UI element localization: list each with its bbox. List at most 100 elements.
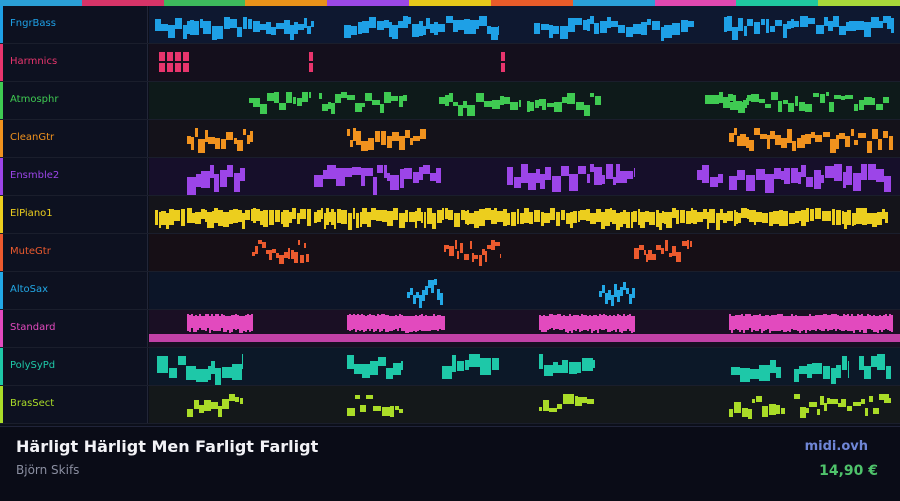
track-lane[interactable] [149,310,900,347]
track-label[interactable]: PolySyPd [0,348,148,385]
midi-note [871,17,879,28]
midi-note [599,314,601,329]
midi-note [794,21,799,27]
midi-note [445,208,448,219]
midi-note [662,211,664,223]
midi-note [362,21,369,33]
midi-note [825,166,834,178]
midi-note [833,16,839,27]
midi-note [192,213,195,223]
track-label[interactable]: Atmosphr [0,82,148,119]
midi-note [623,314,625,331]
midi-note [762,406,768,417]
midi-note [286,92,292,103]
midi-note [833,314,835,329]
track-label[interactable]: AltoSax [0,272,148,309]
midi-note [392,132,399,141]
midi-note [629,314,631,331]
midi-note [541,212,544,226]
midi-note [616,164,620,183]
midi-note [867,314,869,329]
midi-note [687,240,689,249]
track-label[interactable]: BrasSect [0,386,148,423]
midi-note [161,211,166,225]
midi-note [620,212,623,227]
midi-note [549,408,553,412]
midi-note [789,316,791,332]
midi-note [213,316,215,331]
midi-note [748,409,752,419]
track-label[interactable]: Standard [0,310,148,347]
midi-note [470,20,476,34]
midi-note [779,210,783,226]
track-lane[interactable] [149,158,900,195]
track-lane[interactable] [149,82,900,119]
midi-note [542,99,546,110]
track-list: FngrBass Harmnics Atmosphr CleanGtr Ensmble2… [0,6,900,426]
midi-note [566,213,570,224]
midi-note [327,165,336,179]
midi-note [194,21,199,35]
midi-note [771,92,778,100]
midi-note [298,240,300,245]
track-lane[interactable] [149,272,900,309]
midi-note [195,212,201,224]
midi-note [837,315,839,329]
midi-note [243,316,245,331]
track-lane[interactable] [149,386,900,423]
midi-note [487,26,491,34]
track-lane[interactable] [149,120,900,157]
track-label[interactable]: FngrBass [0,6,148,43]
track-lane[interactable] [149,196,900,233]
midi-note [820,94,825,103]
midi-note [351,315,353,330]
track-label[interactable]: ElPiano1 [0,196,148,233]
midi-note [834,95,841,99]
track-label[interactable]: Harmnics [0,44,148,81]
midi-note [861,164,867,180]
track-label[interactable]: CleanGtr [0,120,148,157]
midi-note [421,212,423,223]
midi-note [863,316,865,333]
midi-note [458,20,464,30]
midi-note [187,314,189,331]
midi-note [613,315,615,330]
midi-note [795,96,798,106]
midi-note [437,315,439,331]
midi-note [446,245,449,249]
midi-note [491,240,495,250]
midi-note [808,18,815,24]
midi-note [719,92,723,103]
midi-note [769,316,771,333]
midi-note [227,165,233,177]
midi-note [470,241,472,249]
midi-note [169,368,177,378]
midi-note [375,316,377,331]
midi-note [884,394,889,403]
midi-note [428,280,431,288]
track-lane[interactable] [149,234,900,271]
midi-note [776,405,780,414]
midi-note [175,18,182,29]
midi-note [413,316,415,331]
midi-note [710,177,718,187]
track-label[interactable]: Ensmble2 [0,158,148,195]
site-link[interactable]: midi.ovh [804,439,868,454]
midi-note [590,16,594,24]
track-label[interactable]: MuteGtr [0,234,148,271]
midi-note [384,165,387,178]
midi-note [492,100,500,109]
song-info-footer: Härligt Härligt Men Farligt Farligt Björ… [0,426,900,501]
track-lane[interactable] [149,6,900,43]
midi-note [347,315,349,330]
midi-note [467,210,469,225]
midi-note [399,314,401,328]
midi-note [634,168,635,177]
midi-note [353,128,356,141]
midi-note [255,246,258,254]
midi-note [507,167,513,185]
track-lane[interactable] [149,44,900,81]
midi-note [360,212,362,227]
midi-note [527,101,530,112]
track-lane[interactable] [149,348,900,385]
